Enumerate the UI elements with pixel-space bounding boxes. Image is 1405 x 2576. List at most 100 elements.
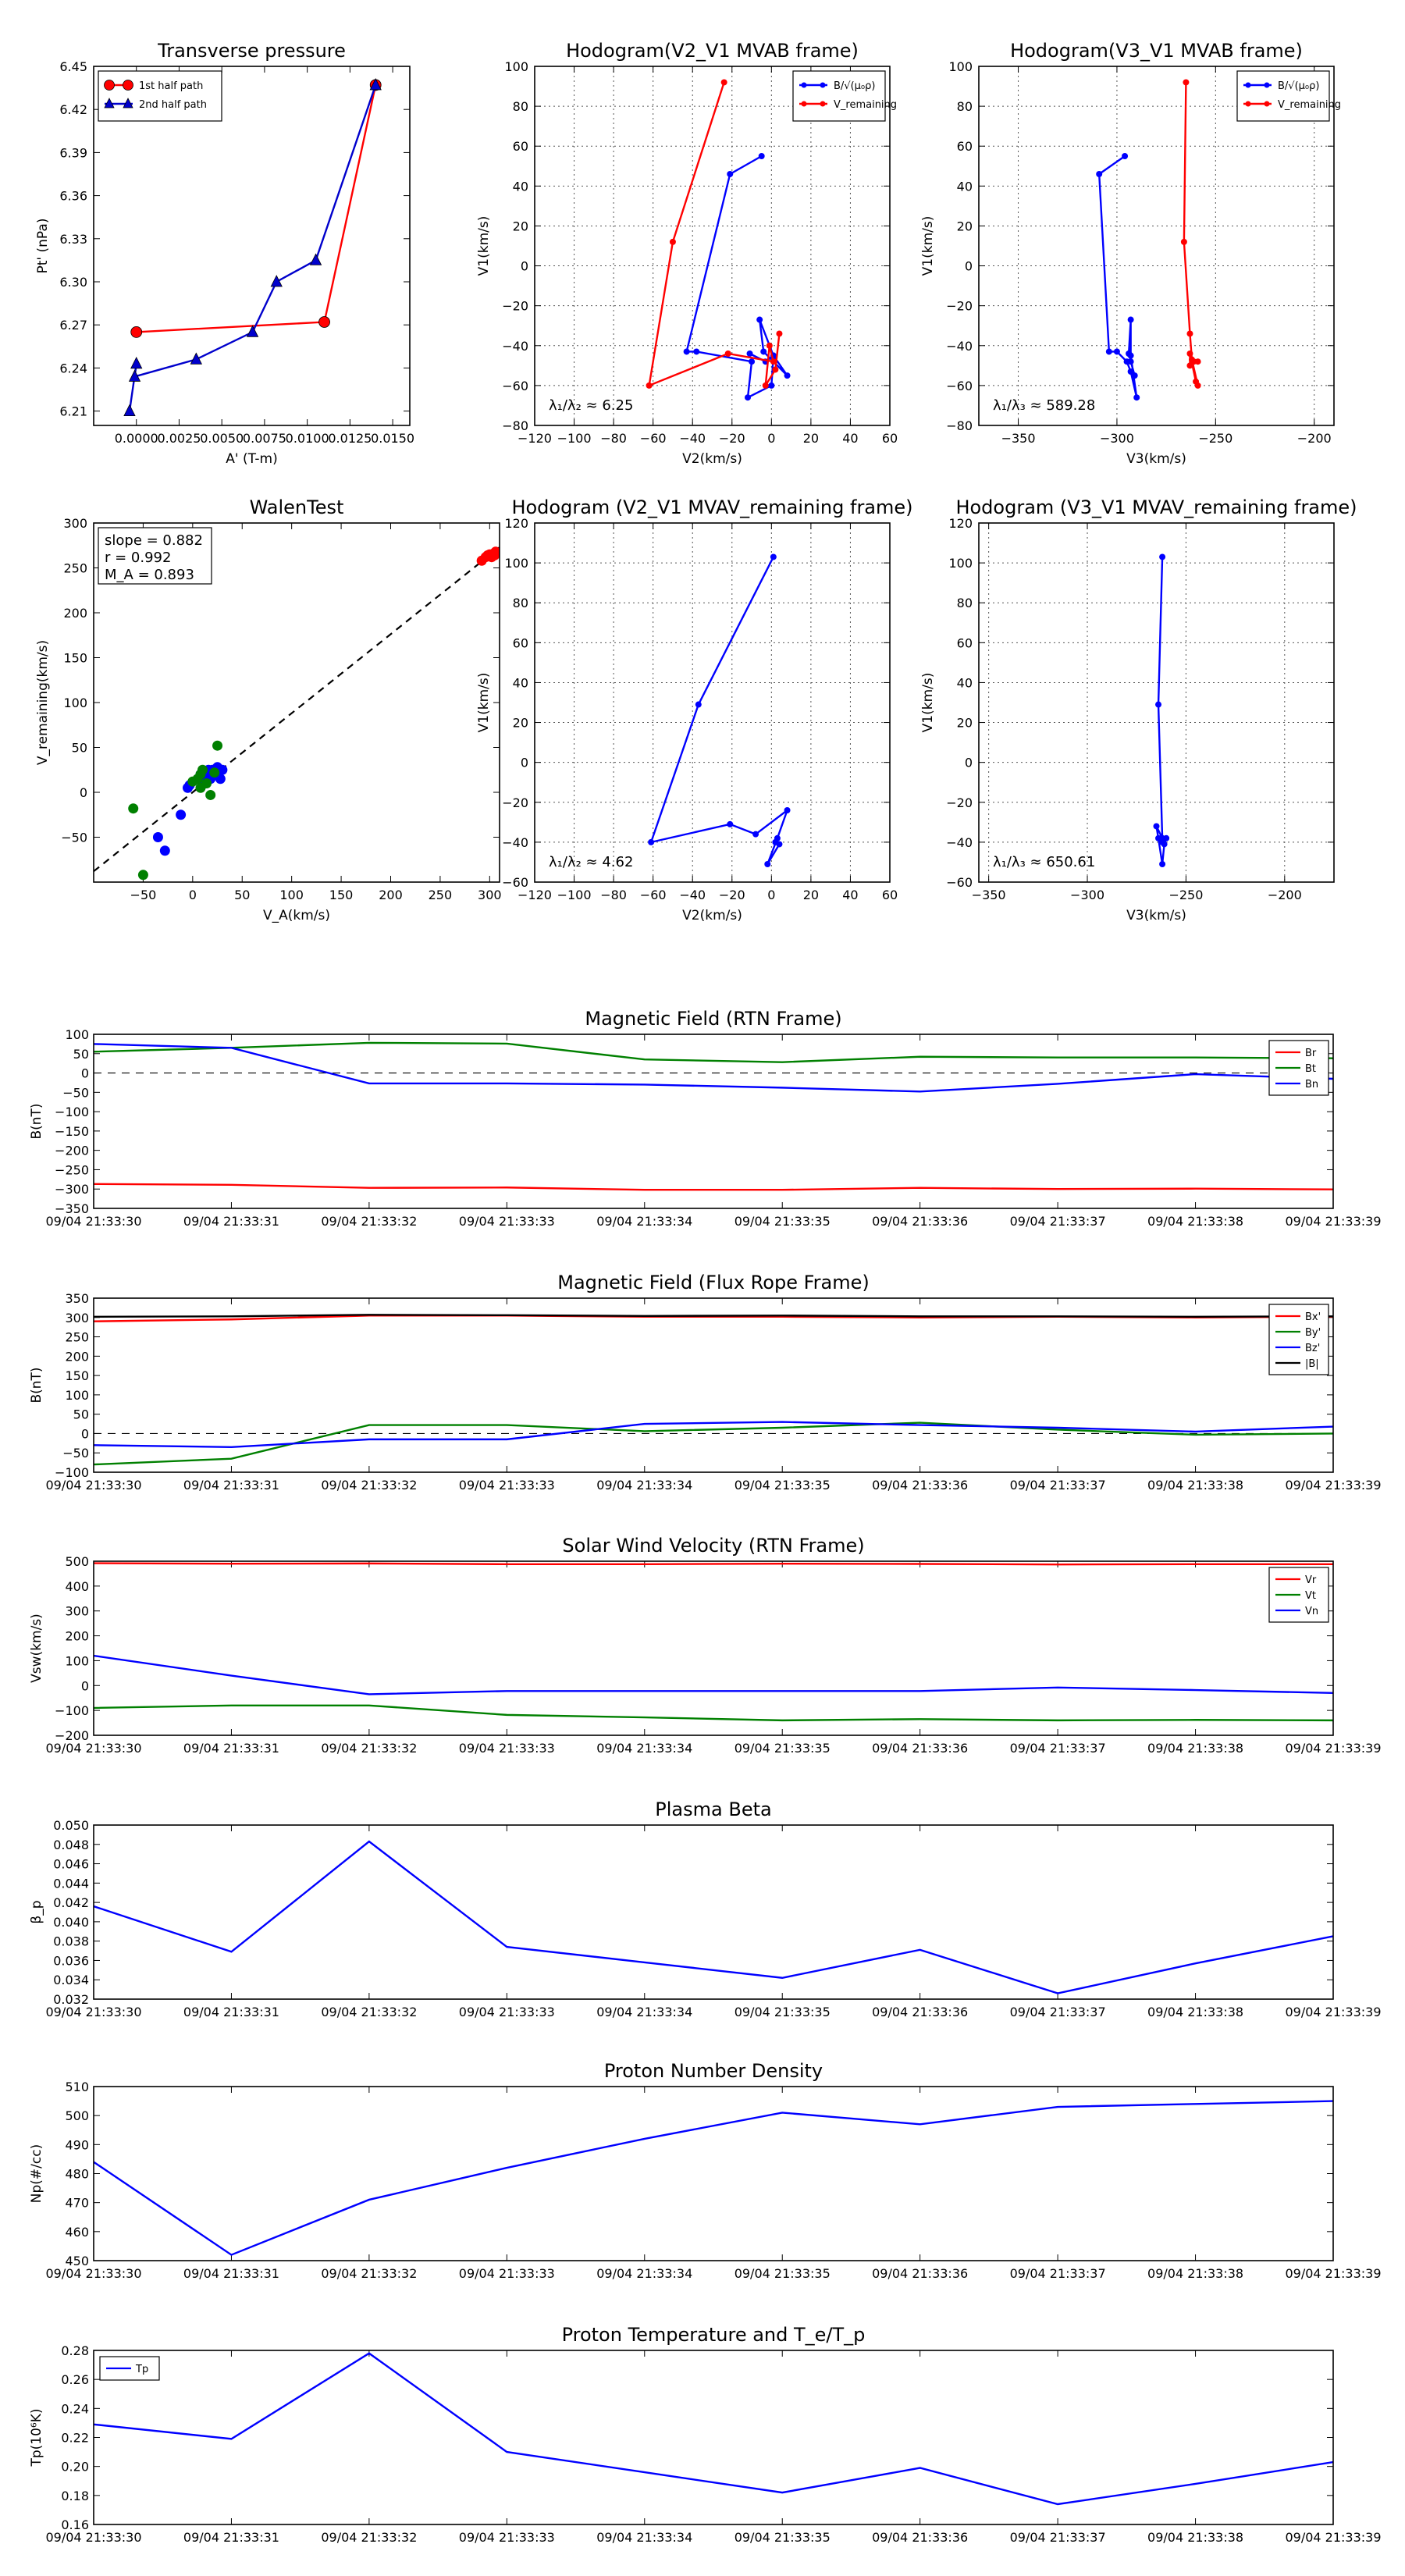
data-point	[1194, 358, 1201, 365]
y-tick-label: 120	[948, 516, 973, 531]
chart-mf_fr: 09/04 21:33:30 09/04 21:33:31 09/04 21:33:…	[29, 1272, 1382, 1493]
x-tick-label: 09/04 21:33:32	[321, 2530, 417, 2545]
plot-frame	[93, 66, 411, 426]
data-point	[776, 330, 783, 337]
x-tick-label: 09/04 21:33:30	[45, 1741, 141, 1756]
y-tick-label: 80	[957, 596, 973, 610]
legend-label: Vn	[1305, 1606, 1318, 1617]
fit-line	[93, 546, 500, 873]
y-tick-label: 0	[81, 1678, 89, 1693]
y-tick-label: 0.044	[53, 1876, 89, 1891]
x-tick-label: 09/04 21:33:35	[735, 1741, 831, 1756]
y-tick-label: 40	[513, 675, 528, 690]
y-axis-label: V1(km/s)	[476, 216, 492, 276]
x-tick-label: 150	[329, 888, 354, 902]
series-line	[93, 1562, 1333, 1566]
chart-title: Transverse pressure	[157, 40, 346, 62]
data-point	[683, 348, 690, 355]
data-point	[1113, 348, 1120, 355]
chart-beta: 09/04 21:33:30 09/04 21:33:31 09/04 21:33:…	[29, 1799, 1382, 2019]
data-point	[309, 253, 322, 265]
y-tick-label: 300	[63, 516, 87, 531]
y-tick-label: 250	[63, 561, 87, 576]
y-tick-label: 100	[65, 1388, 89, 1403]
plot-frame	[93, 1034, 1334, 1209]
chart-title: WalenTest	[250, 496, 344, 518]
chart-h4: −350 −300 −250 −200−60−40−20020406080100120…	[920, 496, 1357, 923]
x-tick-label: 09/04 21:33:34	[596, 1741, 692, 1756]
x-tick-label: −300	[1100, 431, 1134, 446]
y-tick-label: 300	[65, 1311, 89, 1325]
x-tick-label: 09/04 21:33:38	[1147, 2005, 1243, 2019]
plot-area	[646, 79, 791, 401]
data-point	[318, 316, 330, 328]
x-tick-label: −250	[1198, 431, 1232, 446]
annotation: λ₁/λ₂ ≈ 4.62	[549, 854, 633, 870]
legend-marker	[801, 82, 807, 88]
data-point	[762, 382, 769, 389]
y-tick-label: 6.39	[59, 145, 87, 160]
x-tick-label: 60	[882, 431, 898, 446]
data-point	[693, 348, 700, 355]
data-point	[490, 546, 500, 557]
legend-marker	[1264, 101, 1270, 107]
x-tick-label: 0.0025	[157, 431, 201, 446]
plot-area	[123, 78, 382, 416]
series-line	[93, 1314, 1334, 1318]
y-tick-label: 300	[65, 1604, 89, 1619]
y-tick-label: −200	[55, 1728, 89, 1743]
y-tick-label: 350	[65, 1291, 89, 1306]
y-axis-label: β_p	[29, 1900, 44, 1923]
y-tick-label: 470	[65, 2196, 89, 2211]
y-axis-label: Np(#/cc)	[29, 2144, 44, 2203]
chart-title: Magnetic Field (RTN Frame)	[585, 1008, 841, 1030]
x-tick-label: 0.0150	[371, 431, 414, 446]
chart-title: Magnetic Field (Flux Rope Frame)	[557, 1272, 869, 1293]
y-tick-label: 100	[504, 556, 528, 571]
x-tick-label: 0.0125	[328, 431, 372, 446]
y-tick-label: 6.30	[59, 275, 87, 290]
x-tick-label: 09/04 21:33:37	[1010, 1741, 1106, 1756]
y-tick-label: 490	[65, 2137, 89, 2152]
x-tick-label: −80	[600, 888, 627, 902]
series-line	[649, 556, 790, 865]
y-tick-label: −100	[55, 1703, 89, 1718]
series-line	[93, 2100, 1334, 2256]
x-tick-label: 0.0100	[286, 431, 329, 446]
series-line	[93, 2352, 1334, 2506]
data-point	[758, 153, 765, 159]
series-line	[93, 1183, 1334, 1191]
legend-marker	[801, 101, 807, 107]
y-tick-label: −100	[55, 1465, 89, 1480]
y-axis-label: B(nT)	[29, 1367, 44, 1403]
x-tick-label: 40	[842, 431, 858, 446]
x-tick-label: 09/04 21:33:36	[872, 2530, 968, 2545]
x-tick-label: 09/04 21:33:30	[45, 1478, 141, 1493]
legend-label: B/√(μ₀ρ)	[834, 80, 875, 92]
data-point	[212, 740, 223, 751]
data-point	[1159, 838, 1166, 845]
y-tick-label: −40	[946, 339, 973, 354]
chart-np: 09/04 21:33:30 09/04 21:33:31 09/04 21:33:…	[29, 2060, 1382, 2281]
data-point	[756, 316, 763, 323]
y-tick-label: 0.040	[53, 1915, 89, 1930]
y-tick-label: 500	[65, 1554, 89, 1569]
data-point	[1127, 368, 1134, 375]
y-tick-label: 50	[73, 1047, 89, 1062]
legend-label: M_A = 0.893	[105, 567, 194, 583]
y-tick-label: 150	[65, 1368, 89, 1383]
chart-title: Solar Wind Velocity (RTN Frame)	[562, 1535, 864, 1557]
y-tick-label: 200	[63, 606, 87, 621]
legend-label: V_remaining	[834, 99, 897, 111]
data-point	[727, 171, 734, 177]
y-axis-label: Vsw(km/s)	[29, 1614, 44, 1683]
x-tick-label: −40	[679, 888, 706, 902]
y-tick-label: 450	[65, 2254, 89, 2268]
x-tick-label: 09/04 21:33:34	[596, 1478, 692, 1493]
y-axis-label: B(nT)	[29, 1103, 44, 1139]
data-point	[1155, 834, 1162, 841]
plot-frame	[978, 66, 1335, 426]
x-tick-label: 09/04 21:33:32	[321, 1741, 417, 1756]
legend-label: Vt	[1305, 1590, 1316, 1602]
y-tick-label: 60	[957, 139, 973, 154]
